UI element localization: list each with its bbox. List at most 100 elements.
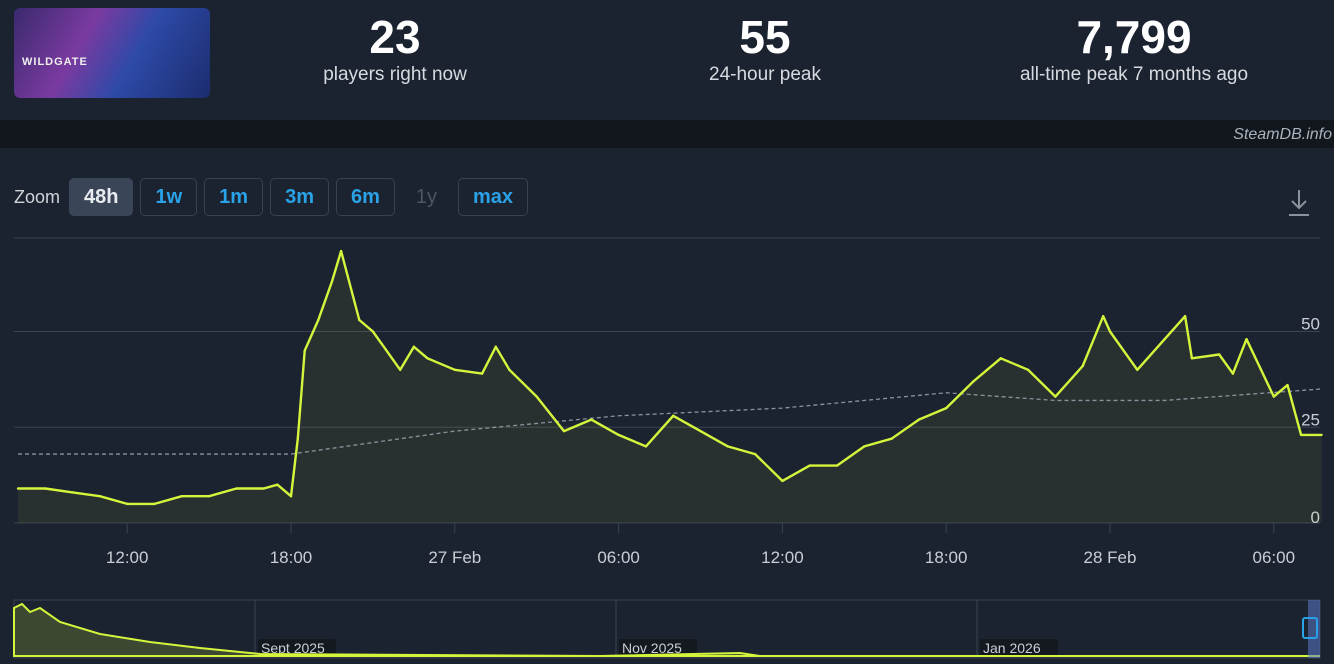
- data-point: [494, 345, 497, 349]
- header: WILDGATE 23 players right now 55 24-hour p…: [0, 0, 1334, 120]
- zoom-6m-button[interactable]: 6m: [335, 178, 395, 216]
- data-point: [972, 380, 975, 383]
- data-point: [317, 318, 320, 322]
- data-point: [180, 494, 183, 498]
- data-point: [44, 487, 47, 490]
- data-point: [16, 487, 20, 490]
- stat-value: 7,799: [1076, 11, 1192, 63]
- data-point: [699, 429, 702, 433]
- x-tick-label: 18:00: [925, 548, 968, 567]
- data-point: [1136, 368, 1139, 371]
- data-point: [276, 483, 279, 486]
- navigator-selection: [1308, 600, 1320, 658]
- data-point: [1190, 357, 1194, 360]
- data-point: [453, 368, 456, 371]
- data-point: [1101, 314, 1105, 318]
- data-point: [262, 487, 265, 490]
- data-point: [1108, 330, 1112, 333]
- zoom-48h-button[interactable]: 48h: [69, 178, 134, 216]
- navigator-label: Nov 2025: [622, 640, 682, 656]
- stat-24h-peak: 55 24-hour peak: [605, 10, 925, 86]
- navigator-label-bg: [258, 639, 336, 656]
- data-point: [1272, 395, 1276, 398]
- data-point: [1183, 314, 1187, 318]
- divider-strip: [0, 120, 1334, 148]
- x-tick-label: 06:00: [1253, 548, 1296, 567]
- data-point: [1320, 433, 1323, 437]
- y-tick-label: 0: [1311, 508, 1320, 527]
- stat-value: 55: [739, 11, 791, 63]
- data-point: [207, 494, 211, 498]
- y-tick-label: 25: [1301, 410, 1320, 429]
- data-point: [71, 491, 74, 494]
- data-point: [644, 445, 648, 448]
- game-capsule-image[interactable]: WILDGATE: [14, 8, 210, 98]
- stat-all-time-peak: 7,799 all-time peak 7 months ago: [974, 10, 1294, 86]
- players-line: [18, 249, 1322, 506]
- data-point: [1163, 337, 1166, 341]
- data-point: [126, 502, 129, 506]
- zoom-controls: Zoom 48h 1w 1m 3m 6m 1y max: [14, 178, 529, 216]
- data-point: [590, 418, 593, 421]
- data-point: [153, 502, 156, 506]
- data-point: [296, 437, 300, 440]
- navigator-label-bg: [980, 639, 1058, 656]
- x-tick-label: 12:00: [761, 548, 804, 567]
- data-point: [562, 429, 566, 433]
- navigator-handle: [1302, 617, 1318, 639]
- data-point: [1026, 368, 1030, 371]
- data-point: [1245, 337, 1248, 341]
- data-point: [1231, 372, 1235, 375]
- data-point: [1299, 433, 1303, 437]
- series-area: [18, 251, 1322, 523]
- data-point: [890, 437, 893, 440]
- stat-current-players: 23 players right now: [235, 10, 555, 86]
- data-point: [917, 418, 921, 421]
- data-point: [808, 464, 811, 467]
- data-point: [371, 330, 375, 333]
- zoom-1y-button: 1y: [415, 185, 438, 208]
- data-point: [330, 280, 334, 283]
- data-point: [1286, 383, 1289, 387]
- data-point: [617, 433, 620, 437]
- data-point: [1054, 395, 1057, 398]
- data-point: [945, 406, 948, 410]
- data-point: [535, 395, 538, 398]
- data-point: [426, 357, 429, 360]
- zoom-3m-button[interactable]: 3m: [270, 178, 329, 216]
- x-tick-label: 18:00: [270, 548, 313, 567]
- x-tick-label: 27 Feb: [428, 548, 481, 567]
- data-point: [753, 452, 757, 456]
- average-line: [18, 388, 1322, 455]
- x-tick-label: 28 Feb: [1084, 548, 1137, 567]
- game-logo: WILDGATE: [22, 56, 88, 68]
- data-point: [863, 445, 866, 448]
- zoom-label: Zoom: [14, 186, 61, 207]
- navigator-label: Jan 2026: [983, 640, 1041, 656]
- data-point: [726, 445, 729, 448]
- data-point: [235, 487, 238, 490]
- x-tick-label: 06:00: [597, 548, 640, 567]
- stat-label: players right now: [323, 64, 467, 85]
- x-tick-label: 12:00: [106, 548, 149, 567]
- data-point: [999, 357, 1002, 360]
- data-point: [480, 372, 484, 375]
- data-point: [399, 368, 402, 371]
- data-point: [508, 368, 511, 371]
- data-point: [1218, 353, 1221, 356]
- data-point: [98, 494, 102, 498]
- data-point: [339, 249, 343, 253]
- zoom-1m-button[interactable]: 1m: [204, 178, 264, 216]
- navigator-label: Sept 2025: [261, 640, 325, 656]
- data-point: [1081, 364, 1084, 368]
- zoom-max-button[interactable]: max: [458, 178, 529, 216]
- data-point: [672, 414, 675, 417]
- navigator-series: [13, 602, 1320, 658]
- zoom-1w-button[interactable]: 1w: [140, 178, 198, 216]
- data-point: [289, 494, 293, 498]
- stat-label: all-time peak 7 months ago: [1019, 64, 1249, 85]
- data-point: [303, 349, 306, 352]
- download-icon[interactable]: [1287, 188, 1311, 218]
- data-point: [835, 464, 839, 467]
